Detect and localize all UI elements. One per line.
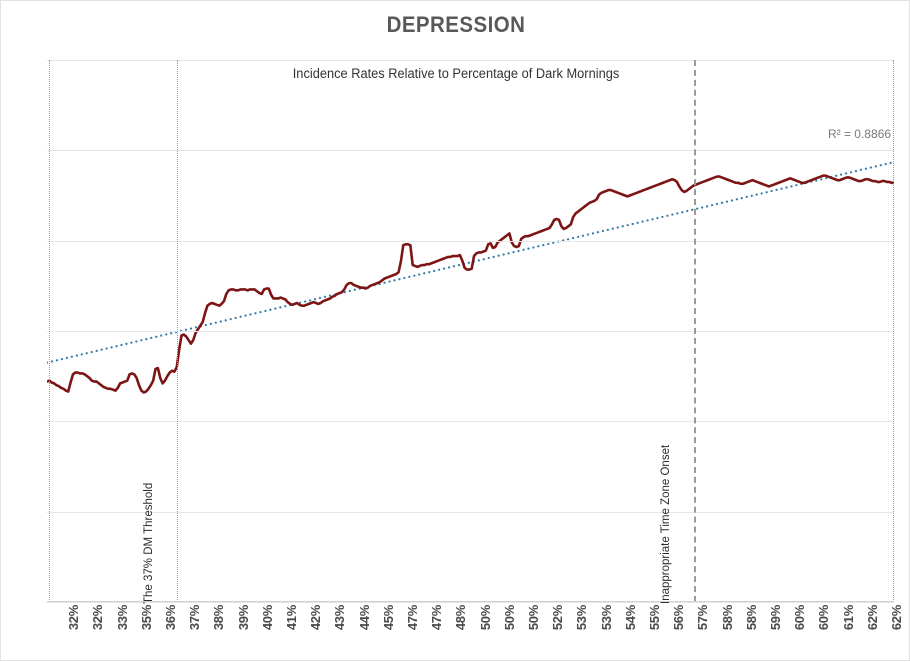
chart-title: DEPRESSION bbox=[386, 12, 526, 37]
x-axis-tick-label: 48% bbox=[453, 605, 469, 631]
x-axis-tick-label: 43% bbox=[332, 605, 348, 631]
x-axis-tick-label: 62% bbox=[864, 605, 880, 631]
x-axis-tick-label: 32% bbox=[90, 605, 106, 631]
x-axis-tick-label: 54% bbox=[622, 605, 638, 631]
x-axis-tick-label: 58% bbox=[719, 605, 735, 631]
incidence-rate-line bbox=[47, 174, 894, 394]
gridline bbox=[47, 60, 894, 61]
x-axis-tick-label: 53% bbox=[598, 605, 614, 631]
trendline-path bbox=[47, 160, 894, 364]
x-axis-tick-label: 41% bbox=[283, 605, 299, 631]
gridline bbox=[47, 511, 894, 513]
x-axis-tick-label: 60% bbox=[816, 605, 832, 631]
x-axis-tick-label: 47% bbox=[404, 605, 420, 631]
dm-threshold-line bbox=[177, 60, 178, 602]
x-axis-tick-label: 37% bbox=[187, 605, 203, 631]
x-axis-tick-label: 50% bbox=[501, 605, 517, 631]
x-axis-tick-label: 38% bbox=[211, 605, 227, 631]
x-axis-tick-label: 32% bbox=[66, 605, 82, 631]
gridline bbox=[47, 602, 894, 603]
r-squared-annotation: R² = 0.8866 bbox=[771, 127, 891, 141]
x-axis-tick-label: 55% bbox=[646, 605, 662, 631]
x-axis-tick-label: 47% bbox=[429, 605, 445, 631]
x-axis-tick-label: 59% bbox=[767, 605, 783, 631]
x-axis-tick-label: 36% bbox=[162, 605, 178, 631]
x-axis-tick-label: 61% bbox=[840, 605, 856, 631]
time-zone-onset-line bbox=[693, 60, 696, 602]
x-axis-tick-label: 53% bbox=[574, 605, 590, 631]
x-axis-tick-label: 44% bbox=[356, 605, 372, 631]
x-axis-tick-label: 40% bbox=[259, 605, 275, 631]
x-axis-tick-label: 52% bbox=[550, 605, 566, 631]
plot-area: 0.1870.1970.2070.2170.2270.2370.247 The … bbox=[47, 60, 894, 604]
r-squared-text: R² = 0.8866 bbox=[827, 127, 891, 141]
x-axis-labels: 32% 32% 33% 35% 36% 37% 38% 39% 40% 41% 42% 43% 44% 4… bbox=[47, 605, 904, 662]
gridline bbox=[47, 421, 894, 423]
x-axis-tick-label: 35% bbox=[138, 605, 154, 631]
x-axis-tick-label: 33% bbox=[114, 605, 130, 631]
x-axis-tick-label: 42% bbox=[308, 605, 324, 631]
gridline bbox=[47, 150, 894, 152]
gridline bbox=[47, 240, 894, 242]
right-boundary-line bbox=[892, 60, 894, 602]
x-axis-tick-label: 57% bbox=[695, 605, 711, 631]
x-axis-tick-label: 62% bbox=[888, 605, 904, 631]
x-axis-tick-label: 56% bbox=[671, 605, 687, 631]
time-zone-onset-label: Inappropriate Time Zone Onset bbox=[659, 444, 672, 604]
series-plot bbox=[47, 160, 894, 394]
x-axis-tick-label: 50% bbox=[477, 605, 493, 631]
left-boundary-line bbox=[49, 60, 51, 602]
x-axis-tick-label: 58% bbox=[743, 605, 759, 631]
gridline bbox=[47, 331, 894, 332]
dm-threshold-label: The 37% DM Threshold bbox=[143, 482, 155, 604]
x-axis-tick-label: 50% bbox=[525, 605, 541, 631]
x-axis-line bbox=[47, 601, 894, 602]
x-axis-tick-label: 60% bbox=[792, 605, 808, 631]
chart-subtitle: Incidence Rates Relative to Percentage o… bbox=[292, 66, 620, 81]
x-axis-tick-label: 39% bbox=[235, 605, 251, 631]
x-axis-tick-label: 45% bbox=[380, 605, 396, 631]
